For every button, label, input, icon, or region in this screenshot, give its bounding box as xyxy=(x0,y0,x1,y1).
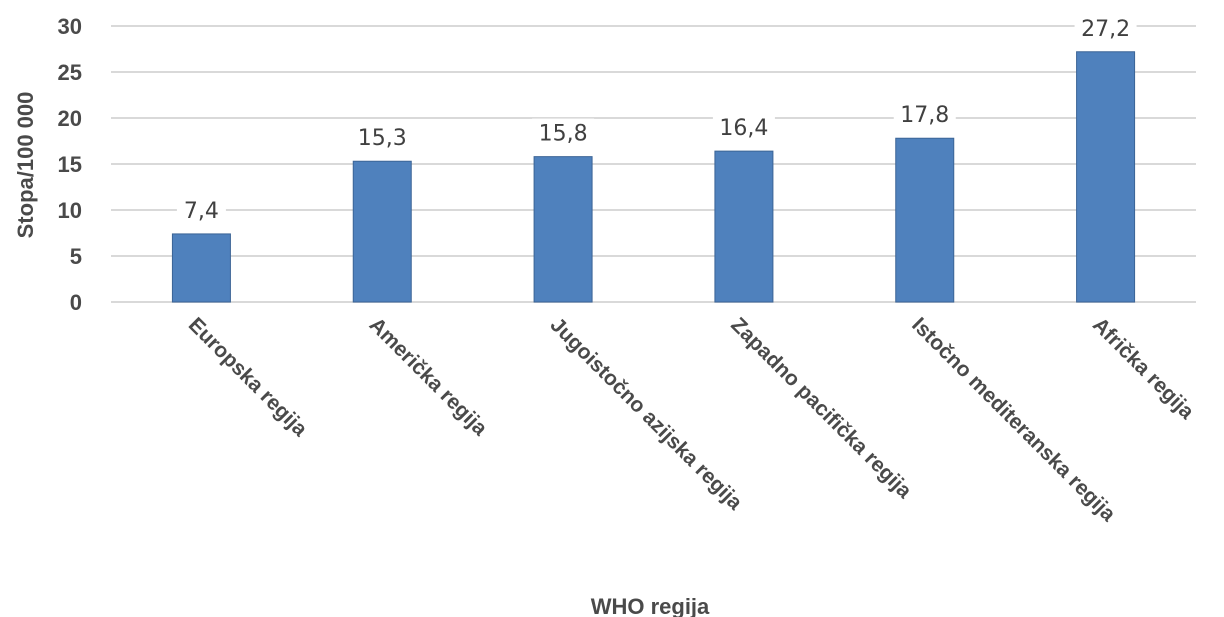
data-label-background xyxy=(712,113,775,142)
bar xyxy=(533,156,593,303)
data-label-background xyxy=(532,118,595,147)
data-label: 15,3 xyxy=(358,126,407,151)
y-tick-label: 30 xyxy=(58,14,82,39)
data-label: 15,8 xyxy=(539,122,588,147)
data-label: 16,4 xyxy=(719,116,768,141)
data-labels: 7,4 15,3 15,8 16,4 17,8 27,2 xyxy=(176,13,1137,224)
y-axis-title: Stopa/100 000 xyxy=(13,92,38,239)
gridlines xyxy=(111,25,1196,303)
data-label: 17,8 xyxy=(900,103,949,128)
y-tick-label: 0 xyxy=(70,290,82,315)
data-label-background xyxy=(351,123,414,152)
y-tick-label: 5 xyxy=(70,244,82,269)
bar xyxy=(714,150,774,303)
data-label-background xyxy=(1074,13,1137,42)
x-axis-title: WHO regija xyxy=(591,594,710,617)
y-tick-label: 15 xyxy=(58,152,82,177)
y-axis-ticks: 0 5 10 15 20 25 30 xyxy=(58,14,82,315)
bar xyxy=(352,160,412,303)
data-label-background xyxy=(176,195,226,224)
x-tick-label: Američka regija xyxy=(365,313,492,440)
bar xyxy=(895,137,955,303)
x-tick-label: Jugoistočno azijska regija xyxy=(546,313,747,514)
y-tick-label: 25 xyxy=(58,60,82,85)
data-label-background xyxy=(893,100,956,129)
data-label: 27,2 xyxy=(1081,17,1130,42)
x-tick-label: Zapadno pacifička regija xyxy=(726,313,916,503)
bar xyxy=(1076,51,1136,303)
x-tick-label: Europska regija xyxy=(184,313,312,441)
data-label: 7,4 xyxy=(184,199,219,224)
bars xyxy=(171,51,1136,303)
y-tick-label: 10 xyxy=(58,198,82,223)
x-tick-label: Istočno mediteranska regija xyxy=(907,313,1120,526)
x-axis-ticks: Europska regija Američka regija Jugoistočn… xyxy=(184,313,1199,526)
x-tick-label: Afrička regija xyxy=(1088,313,1199,424)
y-tick-label: 20 xyxy=(58,106,82,131)
bar xyxy=(171,233,231,303)
